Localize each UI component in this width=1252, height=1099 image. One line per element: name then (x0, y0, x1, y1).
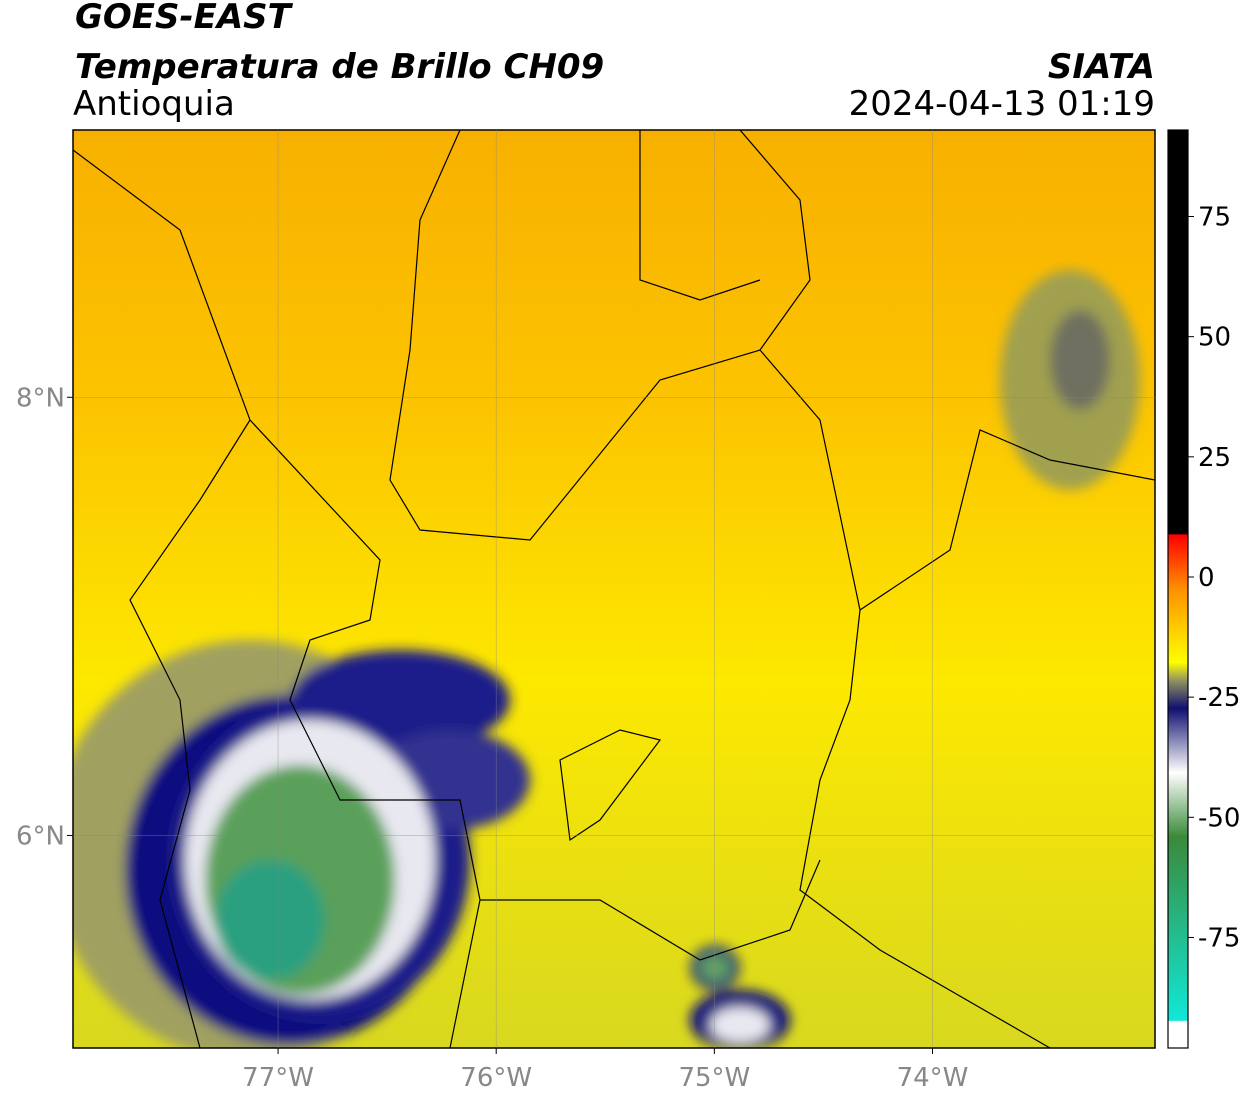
colorbar-tick-label: 25 (1198, 443, 1231, 473)
colorbar-tick-label: -75 (1198, 923, 1240, 953)
colorbar (1167, 129, 1189, 1049)
map-image (73, 130, 1155, 1048)
x-tick-label: 75°W (678, 1063, 750, 1093)
region-label: Antioquia (73, 84, 235, 124)
product-title: Temperatura de Brillo CH09 (75, 47, 604, 87)
y-tick-label: 8°N (16, 383, 65, 413)
colorbar-tick-label: -25 (1198, 683, 1240, 713)
satellite-title: GOES-EAST (75, 0, 294, 37)
datetime-label: 2024-04-13 01:19 (849, 84, 1155, 124)
source-label: SIATA (1048, 47, 1155, 87)
y-tick-label: 6°N (16, 821, 65, 851)
x-tick-label: 76°W (460, 1063, 532, 1093)
map-frame (72, 129, 1156, 1049)
colorbar-tick-label: 50 (1198, 323, 1231, 353)
colorbar-tick-label: 75 (1198, 203, 1231, 233)
x-tick-label: 77°W (242, 1063, 314, 1093)
x-tick-label: 74°W (897, 1063, 969, 1093)
colorbar-tick-label: -50 (1198, 803, 1240, 833)
colorbar-tick-label: 0 (1198, 563, 1215, 593)
